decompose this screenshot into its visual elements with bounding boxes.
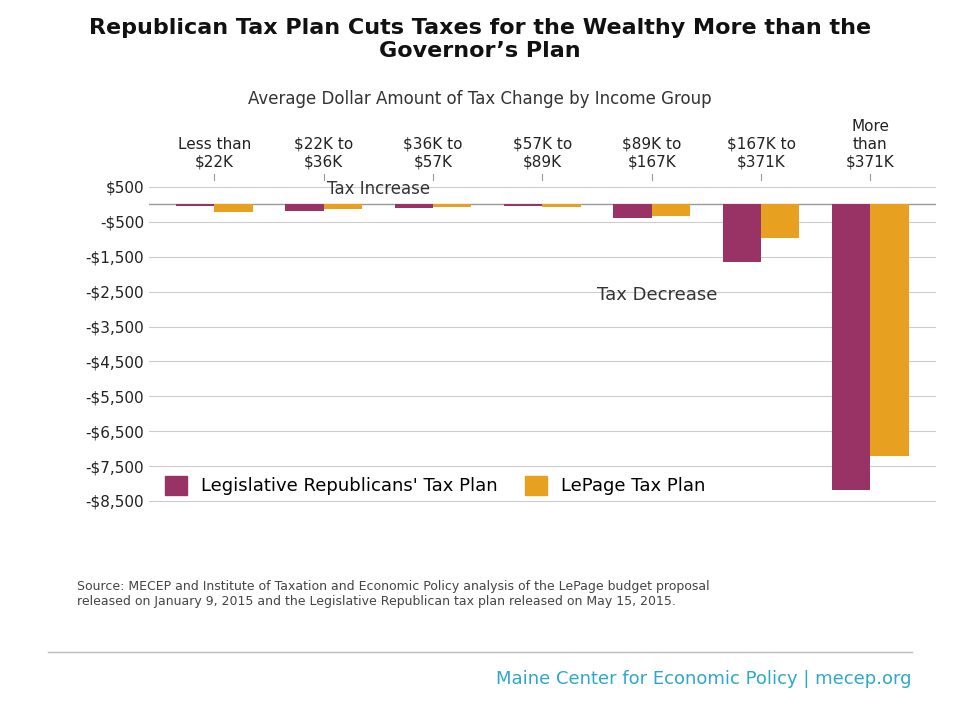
Bar [871,204,909,456]
Text: Average Dollar Amount of Tax Change by Income Group: Average Dollar Amount of Tax Change by I… [249,90,711,108]
Bar [613,204,652,217]
Bar [542,204,581,207]
Text: Tax Decrease: Tax Decrease [597,286,717,304]
Bar [176,204,214,206]
Bar [324,204,362,209]
Text: Maine Center for Economic Policy | mecep.org: Maine Center for Economic Policy | mecep… [496,670,912,688]
Legend: Legislative Republicans' Tax Plan, LePage Tax Plan: Legislative Republicans' Tax Plan, LePag… [157,469,712,503]
Text: $167K to
$371K: $167K to $371K [727,137,796,169]
Text: Source: MECEP and Institute of Taxation and Economic Policy analysis of the LePa: Source: MECEP and Institute of Taxation … [77,580,709,608]
Bar [832,204,871,490]
Bar [652,204,690,216]
Text: $22K to
$36K: $22K to $36K [294,137,353,169]
Bar [433,204,471,207]
Bar [761,204,800,238]
Text: $57K to
$89K: $57K to $89K [513,137,572,169]
Text: $36K to
$57K: $36K to $57K [403,137,463,169]
Text: Republican Tax Plan Cuts Taxes for the Wealthy More than the
Governor’s Plan: Republican Tax Plan Cuts Taxes for the W… [89,18,871,61]
Text: Less than
$22K: Less than $22K [178,137,251,169]
Bar [214,204,252,212]
Text: More
than
$371K: More than $371K [846,120,895,169]
Text: $89K to
$167K: $89K to $167K [622,137,682,169]
Bar [723,204,761,262]
Bar [285,204,324,212]
Bar [395,204,433,208]
Bar [504,204,542,206]
Text: Tax Increase: Tax Increase [326,181,430,199]
